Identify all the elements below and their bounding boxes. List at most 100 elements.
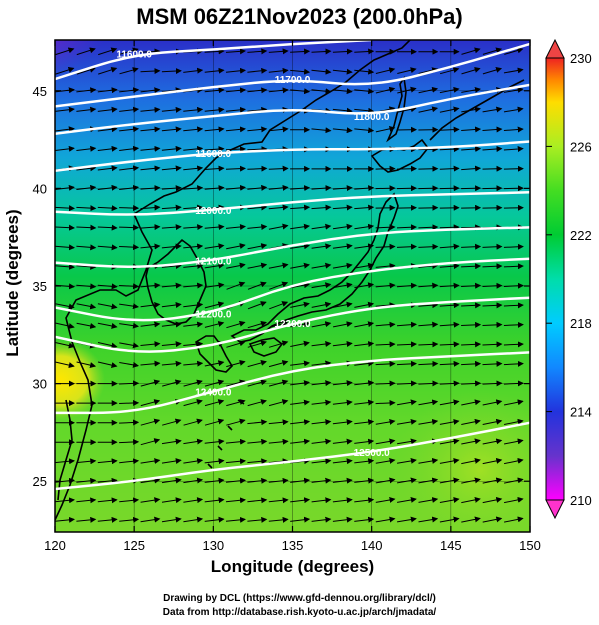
wind-arrow — [439, 86, 460, 94]
wind-arrow — [503, 67, 524, 74]
wind-arrow — [226, 379, 246, 387]
wind-arrow — [461, 341, 482, 348]
wind-arrow — [504, 496, 524, 504]
wind-arrow — [354, 68, 375, 75]
wind-arrow — [461, 106, 481, 113]
wind-arrow — [311, 438, 332, 445]
wind-arrow — [183, 106, 204, 113]
wind-arrow — [375, 125, 396, 133]
wind-arrow — [161, 438, 182, 445]
wind-arrow — [247, 458, 268, 465]
wind-arrow — [439, 457, 460, 464]
wind-arrow — [140, 477, 161, 484]
wind-arrow — [119, 439, 140, 446]
wind-arrow — [461, 47, 481, 55]
wind-arrow — [504, 47, 524, 55]
wind-arrow — [268, 48, 289, 55]
x-axis-ticks: 120 125 130 135 140 145 150 — [44, 40, 541, 553]
contour-line — [55, 42, 530, 108]
colorbar: 230 226 222 218 214 210 — [545, 38, 592, 520]
wind-arrow — [161, 497, 182, 504]
wind-arrow — [119, 342, 139, 349]
wind-arrow — [332, 127, 353, 134]
wind-arrow — [504, 399, 524, 406]
wind-arrow — [204, 87, 225, 94]
wind-arrow — [418, 399, 439, 406]
wind-arrow — [268, 399, 289, 407]
wind-arrow — [247, 224, 268, 230]
wind-arrow — [204, 379, 225, 387]
wind-arrow — [204, 282, 225, 289]
wind-arrow — [97, 106, 118, 113]
y-axis-ticks: 25 30 35 40 45 — [33, 84, 530, 489]
wind-arrow — [439, 243, 460, 250]
wind-arrow — [55, 458, 75, 465]
wind-arrow — [161, 263, 182, 269]
wind-arrow — [418, 224, 439, 231]
wind-arrow — [418, 165, 439, 172]
wind-arrow — [311, 419, 332, 426]
wind-arrow — [461, 477, 481, 484]
wind-arrow — [375, 165, 396, 172]
wind-arrow — [290, 477, 311, 484]
colorbar-min-arrow — [545, 499, 565, 520]
wind-arrow — [332, 282, 353, 289]
wind-arrow — [140, 68, 161, 75]
wind-arrow — [140, 48, 161, 55]
x-tick-label: 145 — [440, 538, 462, 553]
wind-arrow — [183, 399, 203, 407]
wind-arrow — [418, 106, 439, 113]
wind-arrow — [55, 303, 75, 310]
contour-line — [55, 40, 372, 81]
wind-arrow — [161, 360, 182, 367]
wind-arrow — [119, 47, 139, 55]
wind-arrow — [183, 302, 204, 308]
wind-arrow — [140, 126, 161, 133]
wind-arrow — [183, 204, 204, 211]
wind-arrow — [375, 224, 396, 231]
wind-arrow — [226, 340, 246, 348]
wind-arrow — [226, 262, 246, 269]
contour-label: 12500.0 — [354, 448, 391, 459]
wind-arrow — [332, 341, 353, 347]
credit-drawing: Drawing by DCL (https://www.gfd-dennou.o… — [163, 593, 436, 604]
wind-arrow — [97, 361, 118, 369]
wind-arrow — [354, 88, 375, 95]
wind-arrow — [204, 516, 225, 523]
wind-arrow — [76, 361, 97, 369]
wind-arrow — [354, 243, 375, 250]
contour-label: 12300.0 — [274, 319, 311, 330]
wind-arrow — [354, 282, 375, 289]
wind-arrow — [439, 282, 460, 289]
wind-arrow — [225, 67, 246, 74]
wind-arrow — [418, 418, 439, 425]
wind-arrow — [482, 341, 503, 348]
wind-arrow — [76, 283, 97, 290]
wind-arrow — [354, 399, 375, 406]
wind-arrow — [290, 185, 311, 192]
wind-arrow — [140, 497, 161, 504]
wind-arrow — [375, 438, 396, 445]
wind-arrow — [247, 438, 268, 445]
wind-arrow — [97, 342, 118, 349]
wind-arrow — [482, 438, 503, 445]
wind-arrow — [183, 379, 203, 387]
wind-arrow — [97, 497, 118, 504]
wind-arrow — [119, 361, 139, 368]
wind-arrow — [55, 516, 75, 523]
wind-arrow — [503, 145, 524, 152]
wind-arrow — [397, 516, 417, 523]
wind-arrow — [76, 205, 97, 212]
wind-arrow — [97, 322, 118, 329]
wind-arrow — [482, 302, 503, 309]
wind-arrow — [354, 48, 375, 55]
y-tick-label: 25 — [33, 474, 47, 489]
wind-arrow — [119, 516, 140, 523]
wind-arrow — [161, 321, 182, 328]
wind-arrow — [183, 360, 204, 367]
wind-arrow — [225, 184, 246, 191]
x-axis-title: Longitude (degrees) — [210, 557, 375, 576]
wind-arrow — [397, 477, 417, 484]
wind-arrow — [226, 281, 246, 290]
wind-arrow — [119, 419, 140, 426]
